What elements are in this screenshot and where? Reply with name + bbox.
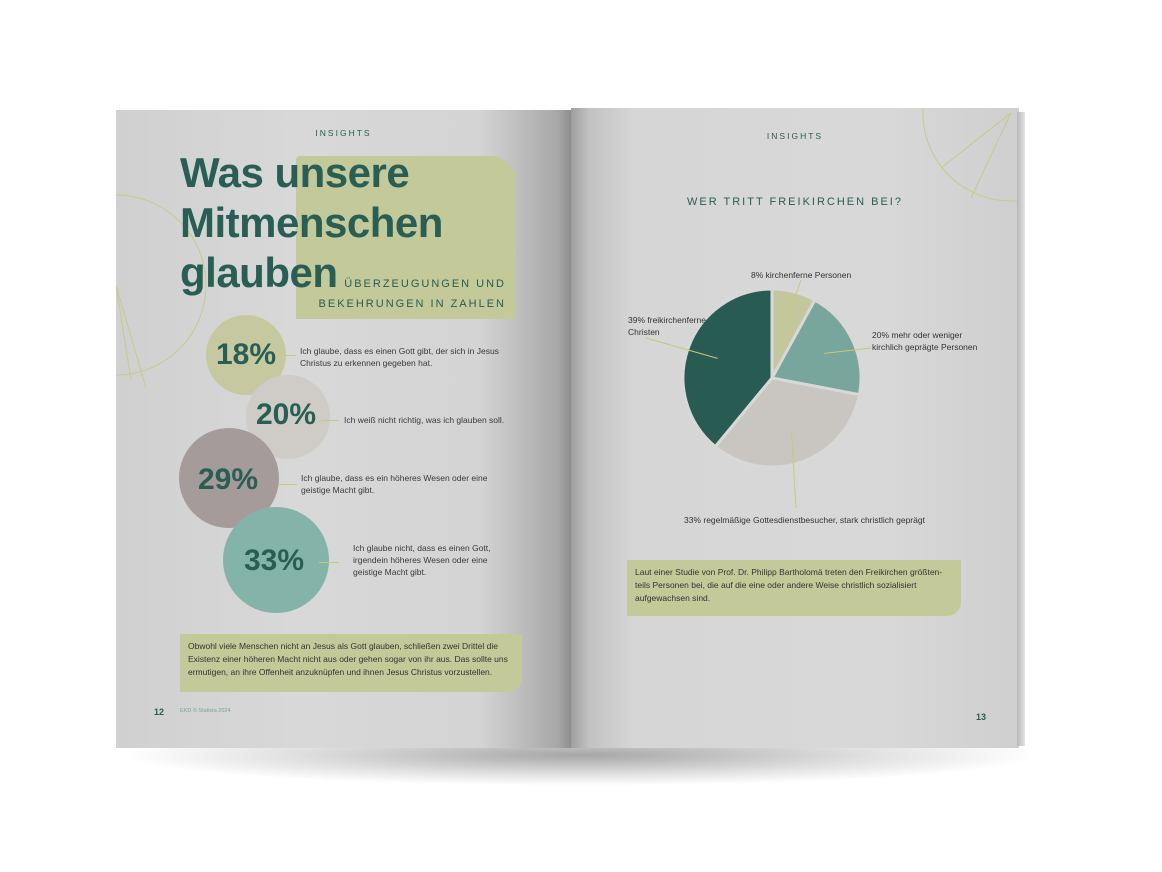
pie-slice [769,297,863,397]
connector-line [279,484,297,485]
headline-highlight-box [296,156,516,319]
page-title: Was unsere Mitmenschen glauben [180,148,443,298]
stat-value: 33% [244,544,305,577]
left-page: INSIGHTS Was unsere Mitmenschen glauben … [116,110,571,748]
section-label: INSIGHTS [766,131,824,141]
stat-description: Ich glaube, dass es ein höheres Wesen od… [301,473,488,495]
leader-line [824,347,872,354]
pie-chart [645,279,872,509]
stat-value: 29% [198,463,259,496]
chart-title: WER TRITT FREIKIRCHEN BEI? [686,196,903,208]
pie-label: 33% regelmäßige Gottesdienstbesucher, st… [684,515,925,525]
title-line: Mitmenschen [180,199,443,246]
note-box: Laut einer Studie von Prof. Dr. Philipp … [627,560,961,616]
pie-slice [713,376,862,469]
pie-label: 20% mehr oder weniger kirchlich geprägte… [872,330,978,352]
stat-description: Ich glaube nicht, dass es einen Gott, ir… [353,543,491,577]
connector-line [319,562,339,563]
page-number: 13 [976,712,987,722]
stat-description: Ich weiß nicht richtig, was ich glauben … [344,415,505,425]
source-note: EKD © Statista 2024 [180,708,231,714]
subtitle-line: BEKEHRUNGEN IN ZAHLEN [318,298,506,310]
section-label: INSIGHTS [315,128,372,138]
decorative-circle-lines [116,194,207,389]
leader-line [645,337,718,359]
pie-slice [681,287,774,449]
page-subtitle: ÜBERZEUGUNGEN UND BEKEHRUNGEN IN ZAHLEN [301,274,506,314]
connector-line [278,355,296,356]
connector-line [321,420,339,421]
stat-circle-33 [223,507,329,613]
title-line: glauben [180,249,338,296]
pie-label: 8% kirchenferne Personen [751,270,852,280]
stat-description: Ich glaube, dass es einen Gott gibt, der… [300,346,499,368]
right-page: INSIGHTS WER TRITT FREIKIRCHEN BEI? 8% k… [571,108,1019,748]
stat-value: 18% [216,338,277,371]
stat-value: 20% [256,398,317,431]
subtitle-line: ÜBERZEUGUNGEN UND [344,278,506,290]
leader-line [785,279,802,323]
page-number: 12 [154,707,165,717]
title-line: Was unsere [180,149,410,196]
page-edge [1017,112,1025,746]
leader-line [791,432,797,509]
pie-label: 39% freikirchenferne Christen [628,315,706,337]
decorative-circle-lines [922,108,1019,202]
note-box: Obwohl viele Menschen nicht an Jesus als… [180,634,522,692]
